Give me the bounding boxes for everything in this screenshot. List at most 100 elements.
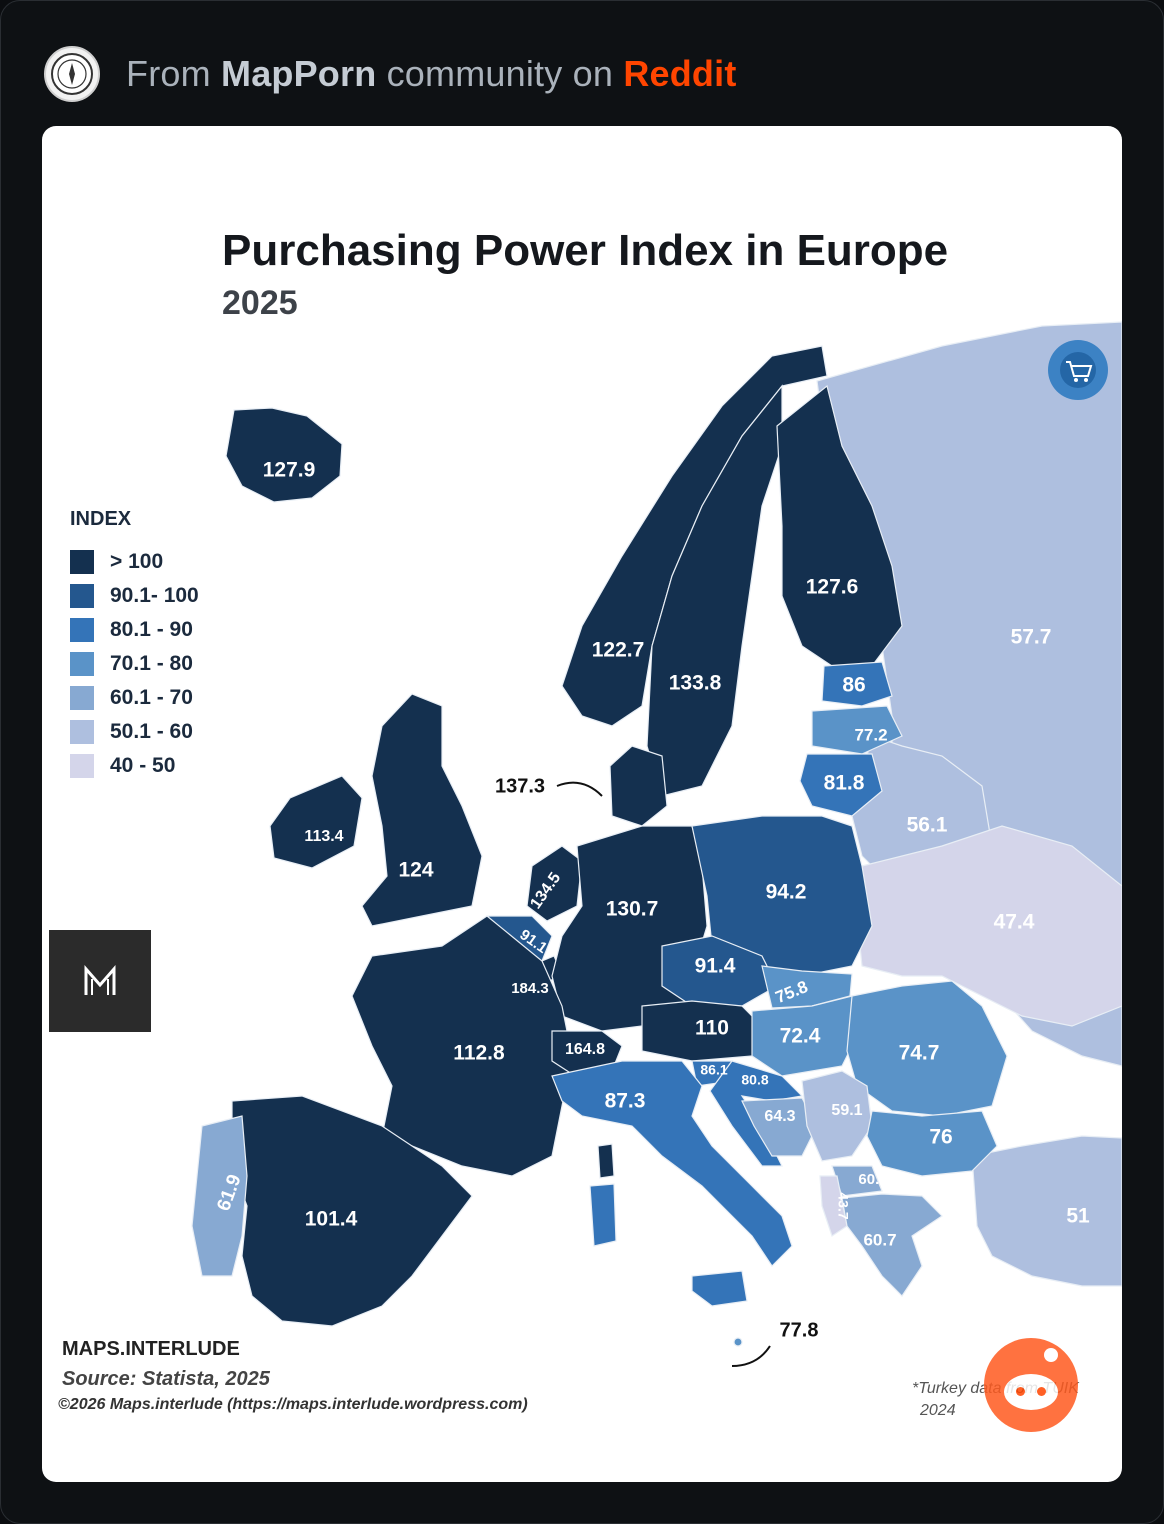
- region-bulgaria: [866, 1110, 998, 1177]
- map-title: Purchasing Power Index in Europe: [222, 226, 949, 275]
- value-label-ireland: 113.4: [304, 828, 343, 845]
- region-france: [351, 915, 573, 1177]
- reddit-snoo-icon: [984, 1338, 1078, 1432]
- platform-link[interactable]: Reddit: [623, 53, 737, 94]
- credit-source: Source: Statista, 2025: [62, 1368, 270, 1390]
- value-label-poland: 94.2: [766, 881, 807, 904]
- value-label-latvia: 77.2: [854, 725, 887, 744]
- legend-item: 90.1- 100: [70, 579, 199, 613]
- region-portugal: [191, 1115, 248, 1277]
- region-corsica: [597, 1143, 615, 1179]
- turkey-note-line2: 2024: [920, 1402, 956, 1419]
- region-sweden: [646, 384, 783, 797]
- region-romania: [846, 980, 1008, 1117]
- value-label-ukraine: 47.4: [994, 911, 1035, 934]
- legend-label: 80.1 - 90: [110, 618, 193, 641]
- value-label-iceland: 127.9: [263, 459, 316, 482]
- credit-copyright: ©2026 Maps.interlude (https://maps.inter…: [58, 1396, 528, 1413]
- brand-logo: [49, 930, 151, 1032]
- value-label-lithuania: 81.8: [824, 772, 865, 795]
- value-label-belarus: 56.1: [907, 814, 948, 837]
- legend-swatch: [70, 754, 94, 778]
- legend-swatch: [70, 618, 94, 642]
- region-spain: [231, 1095, 473, 1327]
- legend-label: > 100: [110, 550, 164, 573]
- legend-item: 60.1 - 70: [70, 681, 199, 715]
- value-label-hungary: 72.4: [780, 1025, 821, 1048]
- value-label-russia: 57.7: [1011, 626, 1052, 649]
- value-label-united-kingdom: 124: [398, 859, 433, 882]
- value-label-greece: 60.7: [863, 1230, 896, 1249]
- value-label-finland: 127.6: [806, 576, 859, 599]
- value-label-bosnia-and-herzegovina: 64.3: [764, 1108, 795, 1125]
- value-label-spain: 101.4: [305, 1208, 358, 1231]
- community-seal-icon: [51, 53, 93, 95]
- region-sicily: [691, 1270, 748, 1307]
- value-label-france: 112.8: [453, 1042, 505, 1065]
- m-logo-icon: [84, 965, 116, 995]
- region-turkey: [971, 1135, 1122, 1287]
- value-label-germany: 130.7: [606, 898, 659, 921]
- value-label-czechia: 91.4: [695, 955, 736, 978]
- source-prefix: From: [126, 53, 211, 94]
- value-label-switzerland: 164.8: [565, 1041, 605, 1058]
- legend: INDEX > 100 90.1- 100 80.1 - 90 70.1 - 80 60…: [70, 508, 199, 783]
- value-label-bulgaria: 76: [929, 1126, 952, 1149]
- value-label-italy: 87.3: [605, 1090, 646, 1113]
- legend-swatch: [70, 550, 94, 574]
- region-estonia: [821, 661, 893, 707]
- value-label-malta: 77.8: [780, 1319, 819, 1341]
- region-netherlands: [526, 845, 583, 922]
- region-malta: [733, 1337, 743, 1347]
- legend-swatch: [70, 686, 94, 710]
- region-greece: [841, 1193, 943, 1297]
- value-label-croatia: 80.8: [741, 1072, 768, 1088]
- community-avatar[interactable]: [44, 46, 100, 102]
- value-label-austria: 110: [695, 1017, 729, 1040]
- map-subtitle: 2025: [222, 284, 298, 322]
- value-label-north-macedonia: 60.7: [858, 1171, 887, 1188]
- denmark-arrow: [556, 781, 603, 797]
- region-lithuania: [799, 753, 883, 817]
- value-label-romania: 74.7: [899, 1042, 940, 1065]
- credit-brand: MAPS.INTERLUDE: [62, 1338, 240, 1360]
- legend-swatch: [70, 584, 94, 608]
- legend-label: 40 - 50: [110, 754, 176, 777]
- legend-label: 60.1 - 70: [110, 686, 193, 709]
- legend-label: 90.1- 100: [110, 584, 199, 607]
- value-label-serbia: 59.1: [831, 1102, 862, 1119]
- region-latvia: [811, 705, 903, 755]
- legend-item: 50.1 - 60: [70, 715, 199, 749]
- value-labels: 127.9 127.6 122.7 133.8 57.7 86 77.2 81.8 137.3 5…: [213, 459, 1090, 1342]
- legend-item: 70.1 - 80: [70, 647, 199, 681]
- value-label-estonia: 86: [842, 674, 865, 697]
- source-middle: community on: [386, 53, 614, 94]
- region-iceland: [225, 407, 343, 503]
- value-label-denmark: 137.3: [495, 775, 545, 797]
- value-label-sweden: 133.8: [669, 672, 722, 695]
- value-label-norway: 122.7: [592, 639, 645, 662]
- region-ukraine: [856, 825, 1122, 1027]
- region-czechia: [661, 935, 778, 1007]
- region-albania: [819, 1175, 848, 1237]
- shopping-cart-icon: [1048, 340, 1108, 400]
- region-serbia: [801, 1070, 873, 1162]
- value-label-slovenia: 86.1: [700, 1062, 727, 1078]
- region-sardinia: [589, 1183, 617, 1247]
- region-italy: [551, 1060, 793, 1267]
- legend-item: 40 - 50: [70, 749, 199, 783]
- value-label-luxembourg: 184.3: [511, 980, 549, 997]
- legend-label: 70.1 - 80: [110, 652, 193, 675]
- europe-map: 127.9 127.6 122.7 133.8 57.7 86 77.2 81.8 137.3 5…: [191, 321, 1122, 1367]
- malta-arrow: [731, 1345, 771, 1367]
- legend-swatch: [70, 720, 94, 744]
- legend-swatch: [70, 652, 94, 676]
- region-denmark: [609, 745, 668, 827]
- value-label-turkey: 51: [1066, 1205, 1090, 1228]
- region-ireland: [269, 775, 363, 869]
- region-uk: [361, 693, 483, 927]
- legend-title: INDEX: [70, 508, 132, 530]
- region-bosnia: [741, 1097, 818, 1157]
- map-card[interactable]: 127.9 127.6 122.7 133.8 57.7 86 77.2 81.8 137.3 5…: [42, 126, 1122, 1482]
- community-link[interactable]: MapPorn: [221, 53, 377, 94]
